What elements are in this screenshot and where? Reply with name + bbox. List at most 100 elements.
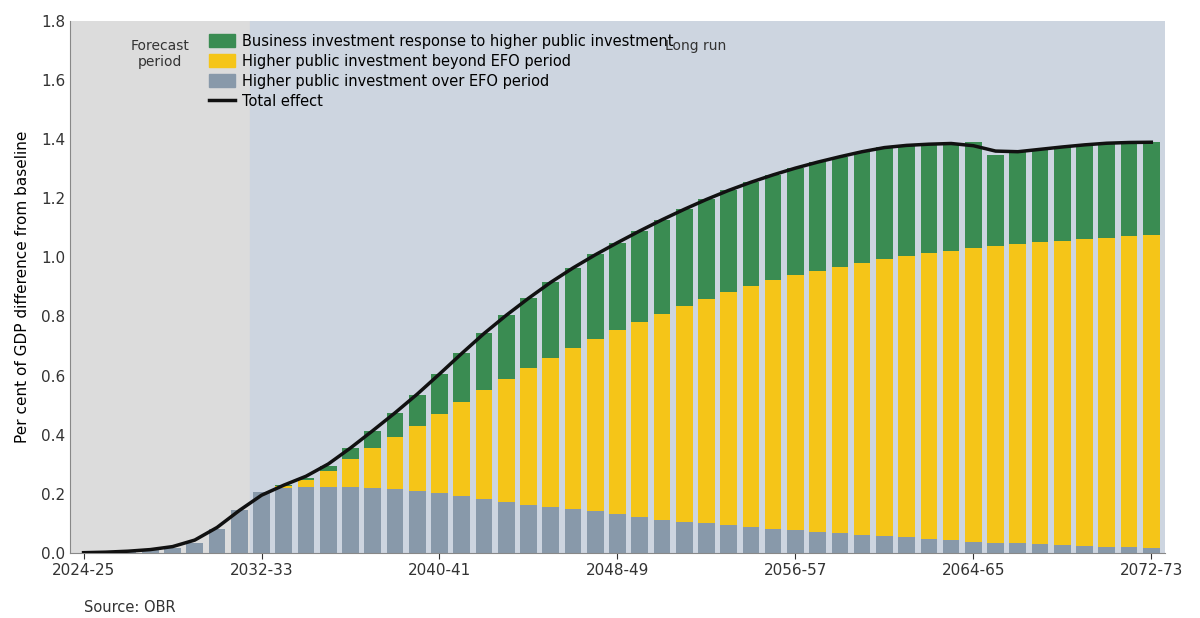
Bar [342,487,359,553]
Bar [743,527,760,553]
Total effect [788,164,803,172]
Total effect [1010,148,1025,155]
Total effect [611,239,625,247]
Total effect [877,144,892,151]
Total effect [410,391,425,398]
Bar [475,332,492,391]
Bar [676,306,692,522]
Bar [365,448,382,488]
Bar [698,298,715,523]
Bar [386,489,403,553]
Total effect [655,216,670,224]
Bar [1098,547,1115,553]
Bar [920,144,937,253]
Total effect [989,147,1003,154]
Total effect [677,206,691,213]
Bar [386,437,403,489]
Bar [1076,546,1093,553]
Total effect [521,295,535,302]
Total effect [322,460,336,468]
Bar [1142,235,1159,548]
Bar [498,315,515,379]
Total effect [232,507,246,514]
Bar [654,520,671,553]
Bar [1098,143,1115,238]
Total effect [77,549,91,556]
Bar [276,488,292,553]
Bar [1142,548,1159,553]
Bar [520,368,536,505]
Bar [920,253,937,539]
Bar [698,523,715,553]
Total effect [121,548,136,555]
Bar [853,263,870,535]
Bar [120,551,137,553]
Line: Total effect: Total effect [84,142,1151,552]
Bar [498,379,515,502]
Bar [230,510,247,553]
Bar [899,145,914,256]
Bar [251,21,1165,553]
Bar [988,155,1004,246]
Bar [899,538,914,553]
Total effect [810,158,824,166]
Total effect [499,311,514,319]
Bar [342,448,359,459]
Total effect [98,548,113,556]
Total effect [944,140,959,147]
Bar [1009,543,1026,553]
Bar [965,248,982,541]
Bar [1121,237,1138,548]
Bar [431,414,448,493]
Bar [365,431,382,448]
Total effect [254,491,269,499]
Bar [1054,241,1070,545]
Bar [320,471,337,487]
Total effect [299,473,313,480]
Bar [498,502,515,553]
Bar [1032,149,1049,242]
Bar [1142,142,1159,235]
Bar [676,522,692,553]
Bar [587,339,604,512]
Bar [71,21,251,553]
Bar [654,219,671,313]
Total effect [210,523,224,531]
Total effect [922,140,936,148]
Bar [654,313,671,520]
Total effect [187,536,202,544]
Bar [386,413,403,437]
Bar [342,459,359,487]
Bar [965,541,982,553]
Bar [853,535,870,553]
Bar [764,281,781,528]
Bar [320,487,337,553]
Total effect [700,196,714,203]
Bar [1032,242,1049,544]
Bar [475,499,492,553]
Bar [809,162,826,271]
Bar [876,536,893,553]
Bar [565,268,581,348]
Total effect [366,427,380,434]
Bar [542,358,559,507]
Bar [610,243,625,330]
Bar [1076,239,1093,546]
Bar [676,210,692,306]
Bar [186,543,203,553]
Bar [454,353,470,402]
Bar [454,496,470,553]
Bar [764,528,781,553]
Bar [1054,147,1070,241]
Total effect [1122,139,1136,146]
Bar [787,275,804,530]
Bar [876,259,893,536]
Bar [520,298,536,368]
Bar [965,142,982,248]
Bar [520,505,536,553]
Text: Forecast
period: Forecast period [131,39,190,69]
Bar [832,533,848,553]
Bar [1009,244,1026,543]
Bar [142,550,158,553]
Bar [365,488,382,553]
